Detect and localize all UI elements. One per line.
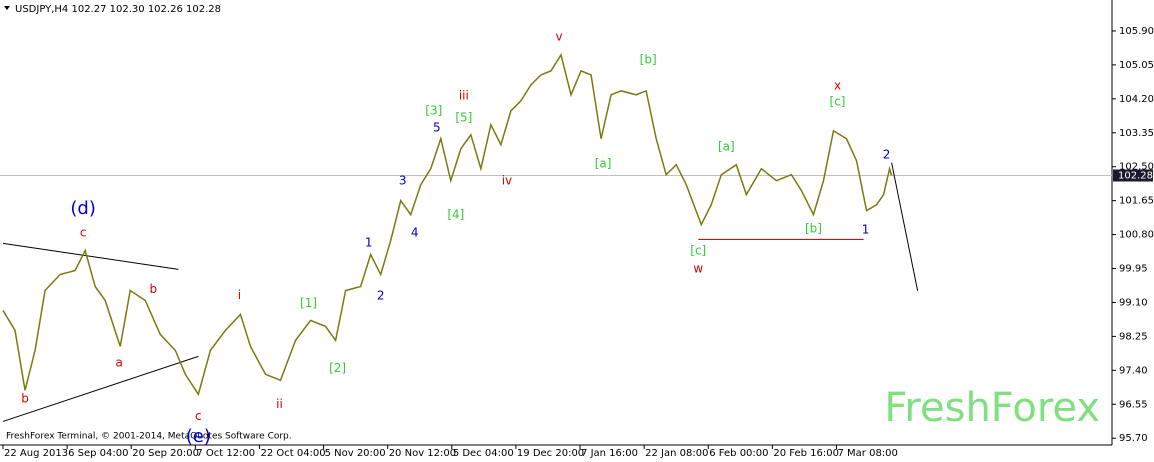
wave-label: [1] (300, 296, 317, 310)
wave-label: i (238, 288, 241, 302)
x-tick-label: 5 Dec 04:00 (453, 448, 514, 459)
x-tick-label: 22 Aug 2013 (4, 448, 68, 459)
x-tick-label: 6 Feb 00:00 (709, 448, 768, 459)
y-tick-label: 97.40 (1119, 365, 1148, 376)
watermark: FreshForex (884, 385, 1100, 431)
wave-label: [2] (329, 361, 346, 375)
y-tick-label: 105.90 (1119, 26, 1154, 37)
wave-label: (e) (186, 426, 211, 447)
x-tick-label: 6 Sep 04:00 (68, 448, 128, 459)
wave-label: [b] (640, 53, 657, 67)
menu-arrow[interactable] (4, 6, 10, 10)
y-tick-label: 98.25 (1119, 331, 1148, 342)
wave-label: (d) (70, 198, 95, 219)
wave-label: [5] (455, 110, 472, 124)
wave-label: x (834, 79, 841, 93)
x-tick-label: 7 Oct 12:00 (196, 448, 255, 459)
trend-line (891, 162, 919, 291)
wave-label: [c] (830, 95, 846, 109)
y-tick-label: 102.50 (1119, 162, 1154, 173)
wave-label: 3 (399, 174, 407, 188)
trend-line (2, 355, 199, 422)
wave-label: 4 (411, 225, 419, 239)
x-tick-label: 7 Mar 08:00 (838, 448, 898, 459)
wave-label: 1 (862, 223, 870, 237)
wave-label: [b] (805, 221, 822, 235)
y-tick-label: 103.35 (1119, 128, 1154, 139)
y-tick-label: 101.65 (1119, 196, 1154, 207)
y-tick-label: 100.80 (1119, 230, 1154, 241)
footer: FreshForex Terminal, © 2001-2014, MetaQu… (6, 432, 292, 442)
y-tick-label: 96.55 (1119, 399, 1148, 410)
wave-label: v (555, 29, 562, 43)
wave-label: 5 (433, 120, 441, 134)
last-price-label: 102.28 (1118, 170, 1153, 181)
x-tick-label: 7 Jan 16:00 (581, 448, 638, 459)
x-tick-label: 22 Jan 08:00 (645, 448, 708, 459)
y-tick-label: 95.70 (1119, 433, 1148, 444)
wave-label: [c] (690, 243, 706, 257)
wave-label: b (21, 392, 29, 406)
wave-label: w (693, 261, 703, 275)
x-tick-label: 20 Feb 16:00 (773, 448, 839, 459)
x-tick-label: 20 Sep 20:00 (132, 448, 199, 459)
y-tick-label: 99.10 (1119, 297, 1148, 308)
wave-label: [a] (718, 140, 735, 154)
chart-title: USDJPY,H4 102.27 102.30 102.26 102.28 (15, 4, 221, 15)
wave-label: [4] (447, 208, 464, 222)
wave-label: 1 (365, 235, 373, 249)
wave-label: [3] (425, 103, 442, 117)
wave-label: c (195, 409, 202, 423)
last-price-box (1113, 169, 1153, 182)
trend-line (2, 242, 179, 270)
wave-label: b (149, 282, 157, 296)
y-tick-label: 99.95 (1119, 264, 1148, 275)
wave-label: c (80, 225, 87, 239)
x-tick-label: 20 Nov 12:00 (389, 448, 456, 459)
wave-label: ii (276, 397, 283, 411)
price-line (2, 53, 893, 397)
x-tick-label: 19 Dec 20:00 (517, 448, 584, 459)
y-tick-label: 104.20 (1119, 94, 1154, 105)
y-tick-label: 105.05 (1119, 60, 1154, 71)
wave-label: 2 (377, 289, 385, 303)
wave-label: [a] (595, 156, 612, 170)
x-tick-label: 22 Oct 04:00 (260, 448, 325, 459)
wave-label: 2 (883, 148, 891, 162)
wave-label: iv (502, 174, 512, 188)
wave-label: iii (459, 89, 469, 103)
x-tick-label: 5 Nov 20:00 (325, 448, 386, 459)
wave-label: a (116, 356, 123, 370)
